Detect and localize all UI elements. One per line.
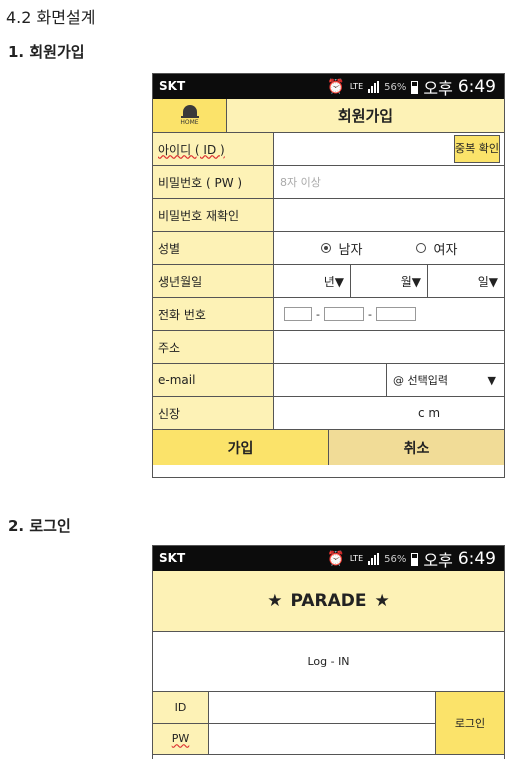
star-icon: ★ bbox=[267, 591, 283, 611]
pw-placeholder: 8자 이상 bbox=[280, 176, 321, 189]
signup-section-title: 1. 회원가입 bbox=[8, 43, 85, 61]
ampm-label: 오후 bbox=[423, 551, 453, 570]
home-icon-base bbox=[180, 116, 199, 118]
id-label: 아이디 ( ID ) bbox=[153, 133, 274, 165]
email-label: e-mail bbox=[153, 364, 274, 396]
pw-confirm-row: 비밀번호 재확인 bbox=[153, 199, 504, 232]
height-input[interactable]: c m bbox=[274, 397, 504, 429]
pw-row: 비밀번호 ( PW ) 8자 이상 bbox=[153, 166, 504, 199]
birth-month-select[interactable]: 월▼ bbox=[351, 265, 428, 297]
address-row: 주소 bbox=[153, 331, 504, 364]
signal-icon bbox=[368, 553, 380, 565]
login-section-title: 2. 로그인 bbox=[8, 517, 71, 535]
alarm-icon: ⏰ bbox=[327, 79, 345, 95]
gender-row: 성별 남자 여자 bbox=[153, 232, 504, 265]
id-row: 아이디 ( ID ) 중복 확인 bbox=[153, 133, 504, 166]
signup-header: HOME 회원가입 bbox=[153, 99, 504, 133]
radio-selected-icon bbox=[320, 243, 331, 253]
clock: 6:49 bbox=[457, 549, 496, 569]
login-pw-label-text: PW bbox=[171, 732, 190, 746]
chevron-down-icon: ▼ bbox=[487, 373, 496, 387]
phone-row: 전화 번호 - - bbox=[153, 298, 504, 331]
lte-icon: LTE bbox=[349, 82, 364, 91]
carrier-label: SKT bbox=[159, 79, 186, 93]
home-icon bbox=[182, 105, 197, 116]
status-bar: SKT ⏰ LTE 56% 오후 6:49 bbox=[153, 74, 504, 99]
login-id-input[interactable] bbox=[209, 692, 435, 724]
brand-name: PARADE bbox=[290, 591, 367, 611]
signup-screen-mockup: SKT ⏰ LTE 56% 오후 6:49 HOME 회원가입 아이디 ( ID… bbox=[152, 73, 505, 478]
email-local-input[interactable] bbox=[274, 364, 387, 396]
birth-label: 생년월일 bbox=[153, 265, 274, 297]
lte-icon: LTE bbox=[349, 554, 364, 563]
battery-icon bbox=[411, 80, 419, 94]
status-bar: SKT ⏰ LTE 56% 오후 6:49 bbox=[153, 546, 504, 571]
login-inputs bbox=[209, 692, 436, 754]
home-label: HOME bbox=[180, 119, 199, 126]
phone-part2-input[interactable] bbox=[323, 307, 364, 321]
gender-male-option[interactable]: 남자 bbox=[320, 239, 363, 258]
email-domain-value: @ 선택입력 bbox=[393, 374, 448, 387]
phone-part1-input[interactable] bbox=[284, 307, 312, 321]
pw-label: 비밀번호 ( PW ) bbox=[153, 166, 274, 198]
login-button[interactable]: 로그인 bbox=[436, 692, 504, 754]
carrier-label: SKT bbox=[159, 551, 186, 565]
battery-percent: 56% bbox=[384, 553, 407, 565]
battery-percent: 56% bbox=[384, 81, 407, 93]
login-id-label: ID bbox=[153, 692, 208, 724]
login-screen-mockup: SKT ⏰ LTE 56% 오후 6:49 ★ PARADE ★ Log - I… bbox=[152, 545, 505, 759]
address-input[interactable] bbox=[274, 331, 504, 363]
height-unit: c m bbox=[417, 406, 441, 420]
gender-male-label: 남자 bbox=[338, 242, 363, 258]
pw-confirm-label: 비밀번호 재확인 bbox=[153, 199, 274, 231]
gender-female-label: 여자 bbox=[433, 242, 458, 258]
login-caption: Log - IN bbox=[153, 632, 504, 692]
alarm-icon: ⏰ bbox=[327, 551, 345, 567]
battery-icon bbox=[411, 552, 419, 566]
gender-field: 남자 여자 bbox=[274, 232, 504, 264]
phone-field: - - bbox=[274, 298, 504, 330]
radio-unselected-icon bbox=[415, 243, 426, 253]
phone-part3-input[interactable] bbox=[375, 307, 416, 321]
id-input[interactable]: 중복 확인 bbox=[274, 133, 504, 165]
email-domain-select[interactable]: @ 선택입력 ▼ bbox=[387, 372, 504, 388]
birth-field: 년▼ 월▼ 일▼ bbox=[274, 265, 504, 297]
phone-label: 전화 번호 bbox=[153, 298, 274, 330]
gender-female-option[interactable]: 여자 bbox=[415, 239, 458, 258]
phone-separator: - bbox=[316, 307, 320, 321]
email-row: e-mail @ 선택입력 ▼ bbox=[153, 364, 504, 397]
star-icon: ★ bbox=[374, 591, 390, 611]
birth-year-select[interactable]: 년▼ bbox=[274, 265, 351, 297]
brand-banner: ★ PARADE ★ bbox=[153, 571, 504, 632]
height-label: 신장 bbox=[153, 397, 274, 429]
height-row: 신장 c m bbox=[153, 397, 504, 430]
login-pw-label: PW bbox=[153, 723, 208, 754]
birth-day-select[interactable]: 일▼ bbox=[477, 274, 498, 289]
cancel-button[interactable]: 취소 bbox=[329, 430, 504, 465]
pw-confirm-input[interactable] bbox=[274, 199, 504, 231]
login-form: ID PW 로그인 bbox=[153, 692, 504, 755]
join-button[interactable]: 가입 bbox=[153, 430, 329, 465]
email-field: @ 선택입력 ▼ bbox=[274, 364, 504, 396]
birth-row: 생년월일 년▼ 월▼ 일▼ bbox=[153, 265, 504, 298]
clock: 6:49 bbox=[457, 77, 496, 97]
signal-icon bbox=[368, 81, 380, 93]
ampm-label: 오후 bbox=[423, 79, 453, 98]
page-title: 회원가입 bbox=[227, 99, 504, 132]
phone-separator: - bbox=[367, 307, 372, 321]
id-label-text: 아이디 ( ID ) bbox=[158, 142, 225, 157]
pw-input[interactable]: 8자 이상 bbox=[274, 166, 504, 198]
gender-label: 성별 bbox=[153, 232, 274, 264]
duplicate-check-button[interactable]: 중복 확인 bbox=[454, 135, 500, 163]
login-labels: ID PW bbox=[153, 692, 209, 754]
section-heading: 4.2 화면설계 bbox=[6, 8, 96, 27]
login-pw-input[interactable] bbox=[209, 724, 435, 755]
address-label: 주소 bbox=[153, 331, 274, 363]
signup-actions: 가입 취소 bbox=[153, 430, 504, 465]
home-button[interactable]: HOME bbox=[153, 99, 227, 132]
